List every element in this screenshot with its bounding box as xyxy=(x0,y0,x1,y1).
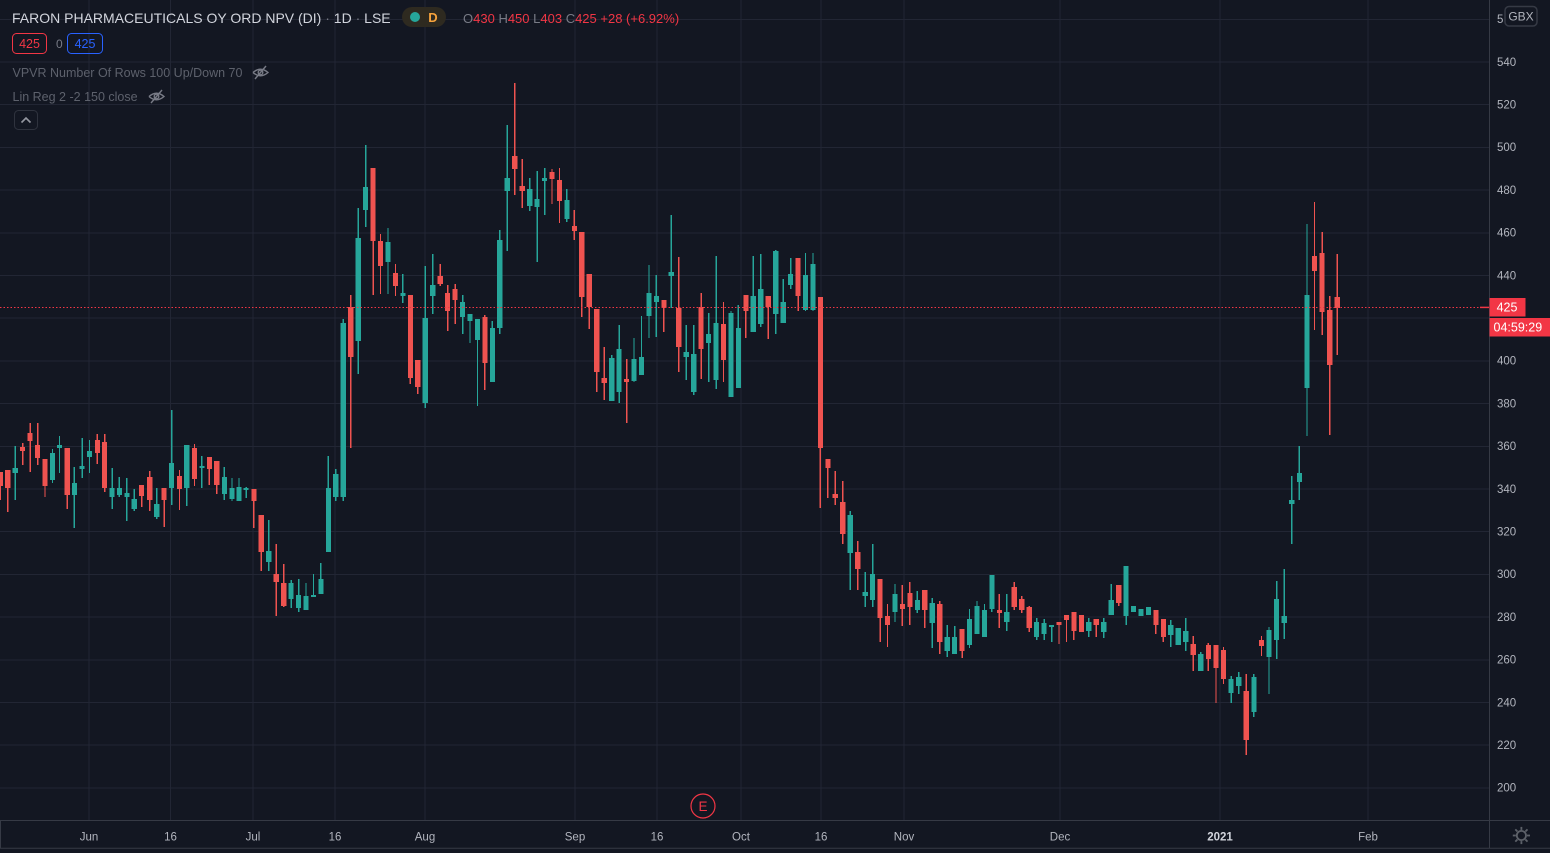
svg-text:220: 220 xyxy=(1497,740,1516,752)
svg-text:280: 280 xyxy=(1497,612,1516,624)
svg-text:Oct: Oct xyxy=(732,832,751,844)
svg-text:520: 520 xyxy=(1497,100,1516,112)
svg-text:Nov: Nov xyxy=(894,832,915,844)
svg-text:16: 16 xyxy=(815,832,828,844)
svg-text:Feb: Feb xyxy=(1358,832,1378,844)
svg-text:0: 0 xyxy=(56,37,63,51)
svg-text:425: 425 xyxy=(1497,301,1518,315)
svg-text:380: 380 xyxy=(1497,398,1516,410)
svg-text:425: 425 xyxy=(75,37,96,51)
svg-text:360: 360 xyxy=(1497,441,1516,453)
svg-text:480: 480 xyxy=(1497,185,1516,197)
svg-text:440: 440 xyxy=(1497,270,1516,282)
svg-text:260: 260 xyxy=(1497,655,1516,667)
svg-text:Jun: Jun xyxy=(80,832,99,844)
svg-text:VPVR Number Of Rows 100 Up/Dow: VPVR Number Of Rows 100 Up/Down 70 xyxy=(13,66,243,80)
svg-text:540: 540 xyxy=(1497,57,1516,69)
svg-text:Lin Reg 2 -2 150 close: Lin Reg 2 -2 150 close xyxy=(13,90,138,104)
svg-text:300: 300 xyxy=(1497,569,1516,581)
svg-text:16: 16 xyxy=(164,832,177,844)
svg-text:425: 425 xyxy=(19,37,40,51)
svg-text:16: 16 xyxy=(651,832,664,844)
svg-text:400: 400 xyxy=(1497,356,1516,368)
svg-text:200: 200 xyxy=(1497,783,1516,795)
svg-text:240: 240 xyxy=(1497,697,1516,709)
svg-text:Jul: Jul xyxy=(246,832,261,844)
svg-text:320: 320 xyxy=(1497,527,1516,539)
svg-text:E: E xyxy=(698,799,707,814)
svg-text:04:59:29: 04:59:29 xyxy=(1494,321,1543,335)
svg-text:Dec: Dec xyxy=(1050,832,1071,844)
svg-text:5: 5 xyxy=(1497,14,1503,26)
svg-text:460: 460 xyxy=(1497,228,1516,240)
svg-text:16: 16 xyxy=(329,832,342,844)
svg-text:GBX: GBX xyxy=(1508,10,1533,24)
svg-text:340: 340 xyxy=(1497,484,1516,496)
svg-text:Sep: Sep xyxy=(565,832,585,844)
svg-text:D: D xyxy=(428,10,437,25)
svg-text:Aug: Aug xyxy=(415,832,435,844)
svg-text:500: 500 xyxy=(1497,142,1516,154)
svg-text:2021: 2021 xyxy=(1207,832,1233,844)
